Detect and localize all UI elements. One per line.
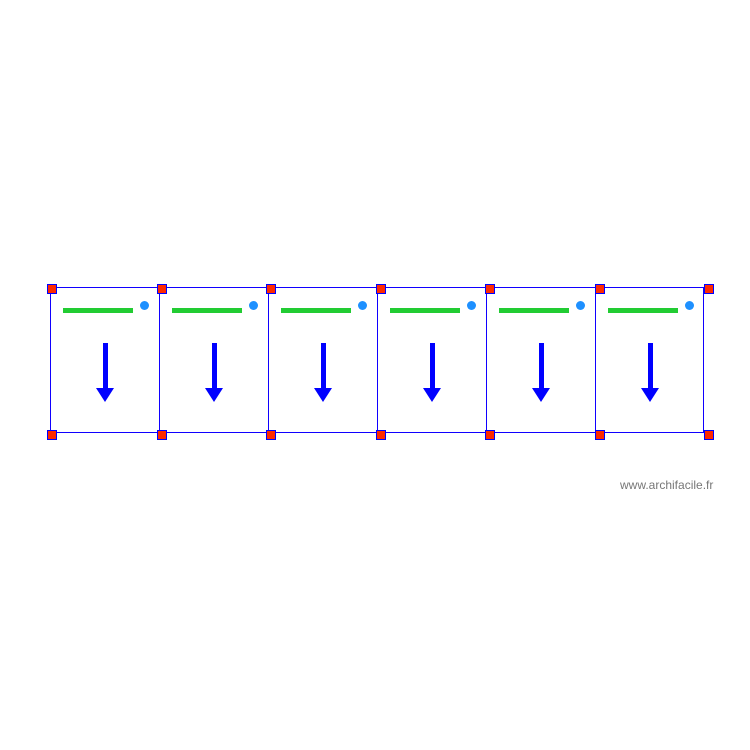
down-arrow-icon	[641, 343, 659, 402]
plan-cell	[595, 287, 704, 433]
green-bar	[608, 308, 678, 313]
blue-dot-icon	[467, 301, 476, 310]
diagram-canvas: www.archifacile.fr	[0, 0, 750, 750]
green-bar	[63, 308, 133, 313]
green-bar	[499, 308, 569, 313]
corner-marker	[157, 430, 167, 440]
plan-cell	[486, 287, 595, 433]
corner-marker	[595, 430, 605, 440]
corner-marker	[47, 430, 57, 440]
down-arrow-icon	[423, 343, 441, 402]
down-arrow-icon	[205, 343, 223, 402]
corner-marker	[595, 284, 605, 294]
corner-marker	[266, 284, 276, 294]
corner-marker	[157, 284, 167, 294]
corner-marker	[704, 284, 714, 294]
blue-dot-icon	[358, 301, 367, 310]
blue-dot-icon	[140, 301, 149, 310]
watermark-text: www.archifacile.fr	[620, 478, 713, 492]
corner-marker	[704, 430, 714, 440]
corner-marker	[376, 284, 386, 294]
corner-marker	[266, 430, 276, 440]
green-bar	[281, 308, 351, 313]
corner-marker	[376, 430, 386, 440]
plan-cell	[50, 287, 159, 433]
plan-cell	[268, 287, 377, 433]
down-arrow-icon	[96, 343, 114, 402]
down-arrow-icon	[314, 343, 332, 402]
down-arrow-icon	[532, 343, 550, 402]
corner-marker	[485, 430, 495, 440]
green-bar	[390, 308, 460, 313]
corner-marker	[485, 284, 495, 294]
plan-row	[50, 287, 704, 433]
blue-dot-icon	[576, 301, 585, 310]
blue-dot-icon	[249, 301, 258, 310]
plan-cell	[159, 287, 268, 433]
green-bar	[172, 308, 242, 313]
corner-marker	[47, 284, 57, 294]
blue-dot-icon	[685, 301, 694, 310]
plan-cell	[377, 287, 486, 433]
